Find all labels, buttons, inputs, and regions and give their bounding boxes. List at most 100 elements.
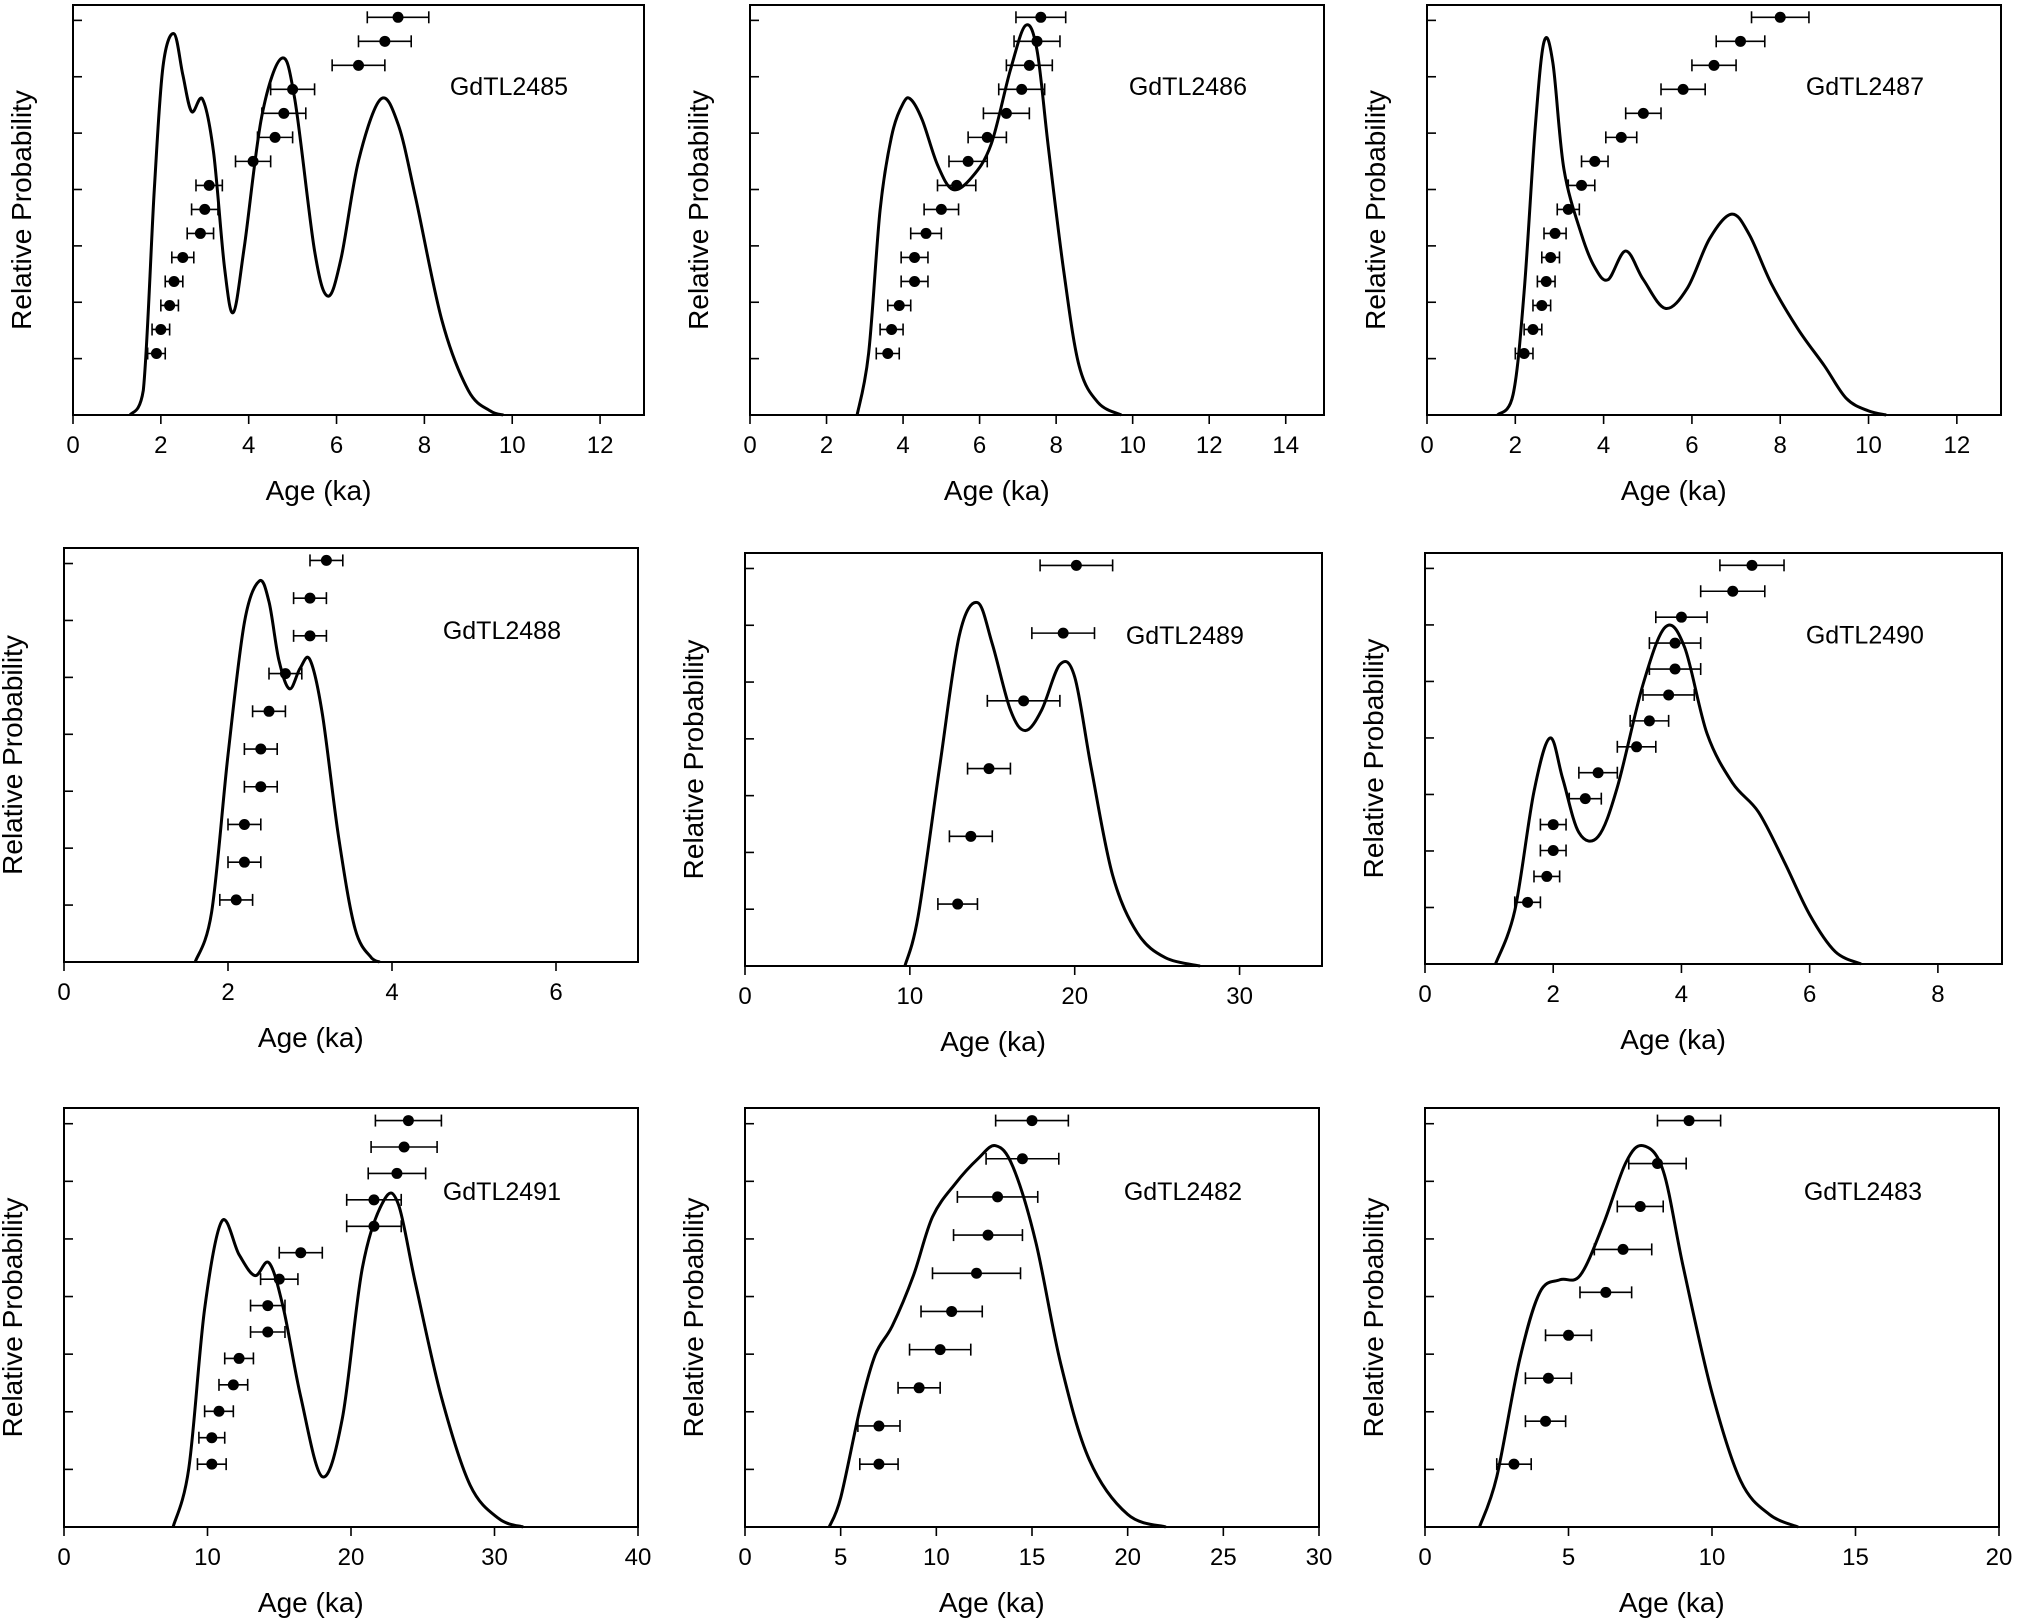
plot-frame bbox=[63, 1107, 639, 1528]
data-point bbox=[206, 1432, 218, 1444]
x-tick-label: 10 bbox=[897, 983, 924, 1010]
data-point bbox=[1675, 611, 1687, 623]
age-point bbox=[160, 299, 180, 312]
data-point bbox=[194, 227, 206, 239]
age-point bbox=[195, 179, 224, 192]
age-point bbox=[1543, 227, 1567, 240]
data-point bbox=[920, 227, 932, 239]
age-point bbox=[920, 1305, 984, 1318]
age-point bbox=[249, 1299, 286, 1312]
age-point bbox=[858, 1458, 899, 1471]
x-axis-label: Age (ka) bbox=[939, 1587, 1045, 1618]
data-point bbox=[962, 155, 974, 167]
age-point bbox=[218, 1378, 249, 1391]
data-point bbox=[1522, 896, 1534, 908]
data-point bbox=[273, 1273, 285, 1285]
y-axis-label: Relative Probability bbox=[1360, 90, 1391, 330]
age-point bbox=[1719, 559, 1785, 572]
x-tick-label: 20 bbox=[338, 1544, 365, 1571]
age-point bbox=[374, 1114, 443, 1127]
x-tick-label: 12 bbox=[1196, 432, 1223, 459]
age-point bbox=[956, 1190, 1039, 1203]
data-point bbox=[1016, 83, 1028, 95]
data-point bbox=[1026, 1115, 1038, 1127]
x-tick-label: 0 bbox=[738, 1544, 751, 1571]
age-point bbox=[986, 694, 1061, 707]
age-point bbox=[1532, 299, 1552, 312]
data-point bbox=[379, 35, 391, 47]
age-point bbox=[186, 227, 215, 240]
data-point bbox=[1508, 1458, 1520, 1470]
data-point bbox=[971, 1267, 983, 1279]
data-point bbox=[882, 348, 894, 359]
y-axis-label: Relative Probability bbox=[1358, 1198, 1389, 1438]
data-point bbox=[952, 898, 964, 910]
data-point bbox=[1734, 35, 1746, 47]
x-axis-label: Age (ka) bbox=[1620, 1024, 1726, 1055]
data-point bbox=[262, 1326, 274, 1338]
chart-panel-gdtl2490: 0 2 4 6 8 Age (ka) Relative Probability GdTL249… bbox=[1358, 552, 2003, 1055]
age-point bbox=[198, 1431, 226, 1444]
x-tick-label: 6 bbox=[1803, 981, 1816, 1008]
x-tick-label: 6 bbox=[1685, 432, 1698, 459]
chart-panel-gdtl2487: 0 2 4 6 8 10 12 Age (ka) Relative Probability GdT… bbox=[1360, 4, 2002, 506]
data-point bbox=[934, 1344, 946, 1356]
age-point bbox=[234, 155, 272, 168]
age-point bbox=[937, 898, 979, 911]
x-tick-label: 40 bbox=[625, 1544, 652, 1571]
age-point bbox=[1616, 740, 1657, 753]
data-point bbox=[278, 107, 290, 119]
sample-label: GdTL2482 bbox=[1124, 1178, 1242, 1206]
data-point bbox=[164, 299, 176, 311]
data-point bbox=[1651, 1158, 1663, 1170]
x-tick-label: 10 bbox=[499, 432, 526, 459]
data-point bbox=[1035, 11, 1047, 23]
data-point bbox=[391, 1167, 403, 1179]
x-axis-label: Age (ka) bbox=[944, 475, 1050, 506]
age-point bbox=[357, 35, 413, 48]
data-point bbox=[262, 1300, 274, 1312]
age-point bbox=[1539, 844, 1567, 857]
x-tick-label: 30 bbox=[1226, 983, 1253, 1010]
data-point bbox=[233, 1352, 245, 1364]
age-point bbox=[1524, 1415, 1567, 1428]
density-curve bbox=[171, 1191, 524, 1529]
data-point bbox=[238, 818, 250, 830]
x-tick-label: 4 bbox=[385, 979, 398, 1006]
age-point bbox=[897, 1381, 941, 1394]
age-point bbox=[1524, 1372, 1573, 1385]
x-tick-label: 0 bbox=[743, 432, 756, 459]
data-point bbox=[946, 1305, 958, 1317]
age-point bbox=[997, 83, 1046, 96]
data-point bbox=[1669, 663, 1681, 675]
age-point bbox=[1015, 11, 1067, 24]
data-point bbox=[1708, 59, 1720, 71]
data-point bbox=[886, 323, 898, 335]
data-point bbox=[1643, 715, 1655, 727]
data-point bbox=[1541, 870, 1553, 882]
age-point bbox=[1579, 1286, 1633, 1299]
age-point bbox=[931, 1267, 1022, 1280]
data-point bbox=[1669, 637, 1681, 649]
data-point bbox=[398, 1141, 410, 1153]
x-tick-label: 0 bbox=[1418, 981, 1431, 1008]
data-point bbox=[1536, 299, 1548, 311]
age-point bbox=[345, 1193, 403, 1206]
age-point bbox=[1567, 179, 1596, 192]
data-point bbox=[368, 1220, 380, 1232]
data-point bbox=[168, 275, 180, 287]
age-point bbox=[985, 1152, 1060, 1165]
density-curve bbox=[855, 23, 1122, 417]
age-point bbox=[223, 1352, 255, 1365]
age-point bbox=[249, 1326, 286, 1339]
data-point bbox=[203, 179, 215, 191]
age-point bbox=[982, 107, 1031, 120]
data-point bbox=[1000, 107, 1012, 119]
data-point bbox=[320, 554, 332, 566]
x-tick-label: 6 bbox=[549, 979, 562, 1006]
age-point bbox=[243, 743, 279, 756]
data-point bbox=[1563, 1329, 1574, 1341]
plot-frame bbox=[744, 1107, 1320, 1528]
age-point bbox=[331, 59, 386, 72]
